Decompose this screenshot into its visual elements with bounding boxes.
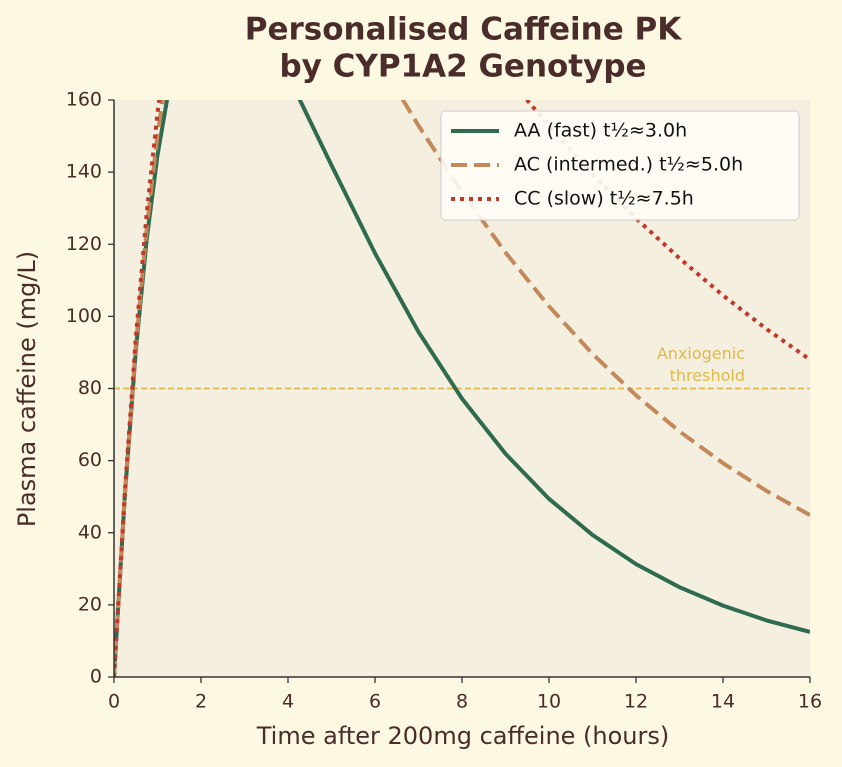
x-tick-label: 10 — [537, 691, 561, 713]
legend-box — [440, 110, 800, 221]
x-tick-label: 8 — [456, 691, 468, 713]
x-tick-label: 0 — [108, 691, 120, 713]
y-axis-label: Plasma caffeine (mg/L) — [13, 251, 41, 527]
series-line — [114, 100, 810, 677]
y-tick-label: 0 — [90, 666, 102, 688]
threshold-label: Anxiogenic — [657, 344, 745, 363]
threshold-label: threshold — [670, 366, 745, 385]
x-tick-label: 4 — [282, 691, 294, 713]
legend: AA (fast) t½≈3.0h AC (intermed.) t½≈5.0h C… — [440, 110, 800, 221]
legend-label: CC (slow) t½≈7.5h — [514, 188, 694, 210]
y-tick-label: 100 — [66, 305, 102, 327]
y-tick-label: 140 — [66, 161, 102, 183]
y-tick-label: 20 — [78, 593, 102, 615]
legend-label: AA (fast) t½≈3.0h — [514, 120, 687, 142]
chart-title: Personalised Caffeine PK — [245, 12, 683, 48]
x-tick-label: 16 — [798, 691, 822, 713]
x-tick-label: 6 — [369, 691, 381, 713]
y-tick-label: 60 — [78, 449, 102, 471]
series-line — [114, 100, 810, 677]
legend-label: AC (intermed.) t½≈5.0h — [514, 154, 743, 176]
y-tick-label: 120 — [66, 233, 102, 255]
plot-area — [114, 100, 810, 677]
x-tick-label: 2 — [195, 691, 207, 713]
axes: 0 20 40 60 80 100 120 140 160 0 2 4 6 8 10 12 14 16 — [66, 89, 822, 713]
chart-title: by CYP1A2 Genotype — [279, 49, 646, 85]
x-tick-label: 14 — [711, 691, 735, 713]
y-tick-label: 80 — [78, 377, 102, 399]
x-axis-label: Time after 200mg caffeine (hours) — [256, 722, 670, 750]
y-tick-label: 40 — [78, 521, 102, 543]
y-tick-label: 160 — [66, 89, 102, 111]
x-tick-label: 12 — [624, 691, 648, 713]
